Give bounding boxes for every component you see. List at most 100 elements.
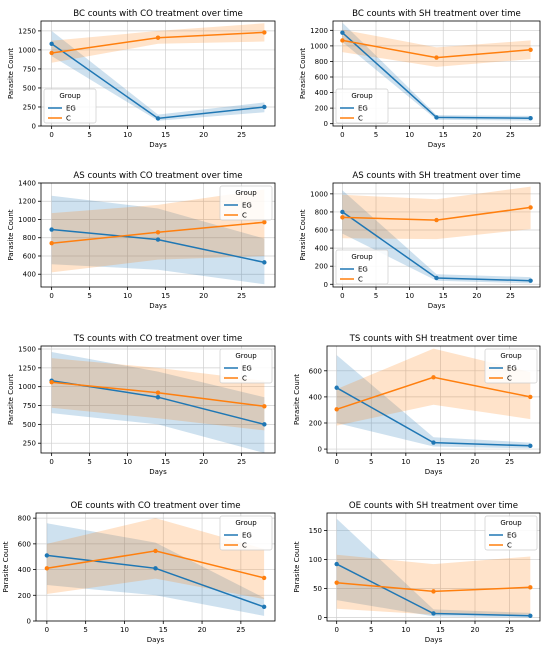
legend-box (335, 88, 389, 124)
confidence-band-eg (51, 352, 265, 453)
confidence-band-c (336, 348, 531, 426)
x-axis-label: Days (428, 141, 446, 149)
chart-title: OE counts with CO treatment over time (71, 501, 241, 511)
legend-box (335, 249, 389, 285)
x-tick-label: 15 (436, 626, 445, 634)
x-tick-label: 25 (505, 458, 514, 466)
legend-label-c: C (242, 375, 247, 383)
legend-label-c: C (358, 115, 363, 123)
x-axis-label: Days (147, 636, 165, 644)
data-point-c (44, 566, 50, 571)
y-tick-label: 400 (23, 271, 36, 279)
y-tick-label: 800 (315, 208, 328, 216)
chart-panel-4: 0 5 10 15 20 25 0 200 400 600 800 1000 AS counts wit… (299, 171, 541, 310)
plot-frame (326, 345, 541, 454)
legend-box (219, 348, 273, 384)
y-tick-label: 400 (309, 393, 322, 401)
x-tick-label: 15 (159, 626, 168, 634)
data-point-c (155, 390, 161, 395)
legend: Group EG C (43, 88, 97, 124)
data-point-eg (49, 41, 54, 47)
legend-label-eg: EG (242, 202, 252, 210)
data-point-c (434, 217, 439, 223)
x-tick-label: 0 (49, 458, 53, 466)
y-tick-label: 1200 (18, 198, 36, 206)
chart-title: TS counts with CO treatment over time (73, 334, 243, 344)
data-point-c (431, 589, 436, 594)
y-tick-label: 750 (23, 402, 36, 410)
legend-label-c: C (358, 276, 363, 284)
x-tick-label: 10 (405, 292, 414, 300)
y-tick-label: 500 (23, 421, 36, 429)
chart-panel-5: 0 5 10 15 20 25 250 500 750 1000 1250 1500 TS counts… (7, 334, 276, 476)
data-point-c (155, 230, 161, 235)
y-tick-label: 1250 (18, 27, 36, 35)
y-tick-label: 500 (23, 84, 36, 92)
x-tick-label: 0 (334, 458, 338, 466)
data-point-eg (340, 30, 345, 35)
plot-frame (332, 20, 541, 127)
data-point-eg (262, 260, 267, 265)
x-tick-label: 5 (374, 292, 378, 300)
data-point-eg (261, 604, 267, 610)
plot-frame (35, 512, 276, 622)
x-tick-label: 5 (369, 626, 373, 634)
y-axis-label: Parasite Count (2, 541, 10, 592)
y-tick-label: 1000 (18, 383, 36, 391)
legend-title: Group (351, 253, 373, 261)
data-point-c (528, 394, 533, 400)
y-tick-label: 400 (315, 245, 328, 253)
y-tick-label: 150 (309, 527, 322, 535)
y-axis-label: Parasite Count (7, 209, 15, 260)
legend-title: Group (235, 519, 257, 527)
x-axis-label: Days (428, 302, 446, 310)
chart-panel-7: 0 5 10 15 20 25 0 200 400 600 800 OE counts with CO… (2, 501, 276, 644)
plot-frame (332, 182, 541, 288)
data-point-c (431, 375, 436, 380)
data-point-c (340, 215, 345, 220)
y-tick-label: 600 (315, 227, 328, 235)
x-tick-label: 15 (161, 292, 170, 300)
y-tick-label: 50 (313, 585, 322, 593)
y-tick-label: 1000 (310, 190, 328, 198)
x-tick-label: 25 (237, 292, 246, 300)
chart-title: TS counts with SH treatment over time (349, 334, 518, 344)
x-tick-label: 0 (340, 292, 344, 300)
x-axis-label: Days (425, 468, 443, 476)
legend-box (484, 515, 538, 551)
data-point-c (528, 47, 533, 52)
x-tick-label: 15 (161, 458, 170, 466)
y-tick-label: 600 (18, 540, 31, 548)
legend: Group EG C (219, 185, 273, 221)
x-axis-label: Days (149, 302, 167, 310)
y-tick-label: 0 (32, 123, 36, 131)
chart-title: OE counts with SH treatment over time (349, 501, 518, 511)
y-tick-label: 100 (309, 556, 322, 564)
legend-label-eg: EG (242, 365, 252, 373)
data-point-eg (334, 561, 339, 567)
data-point-eg (431, 440, 436, 445)
chart-panel-2: 0 5 10 15 20 25 0 200 400 600 800 1000 1200 BC counts… (299, 9, 541, 149)
x-tick-label: 0 (334, 626, 338, 634)
data-point-eg (262, 104, 267, 110)
x-axis-label: Days (149, 468, 167, 476)
y-axis-label: Parasite Count (299, 48, 307, 99)
x-tick-label: 20 (472, 292, 481, 300)
legend: Group EG C (335, 88, 389, 124)
data-point-c (155, 35, 161, 40)
data-point-eg (334, 385, 339, 390)
legend: Group EG C (484, 515, 538, 551)
y-tick-label: 1400 (18, 180, 36, 188)
plot-frame (40, 182, 276, 288)
data-point-eg (434, 115, 439, 120)
x-tick-label: 20 (471, 626, 480, 634)
data-point-c (340, 38, 345, 43)
legend-label-eg: EG (242, 532, 252, 540)
x-axis-label: Days (149, 141, 167, 149)
x-tick-label: 20 (198, 626, 207, 634)
legend-label-eg: EG (66, 105, 76, 113)
x-tick-label: 15 (161, 131, 170, 139)
x-tick-label: 20 (199, 131, 208, 139)
data-point-eg (431, 611, 436, 616)
